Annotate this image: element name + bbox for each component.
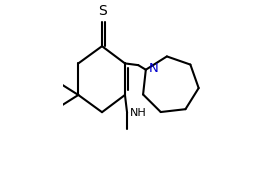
Text: NH: NH xyxy=(130,108,147,118)
Text: N: N xyxy=(148,62,158,75)
Text: S: S xyxy=(98,3,106,17)
